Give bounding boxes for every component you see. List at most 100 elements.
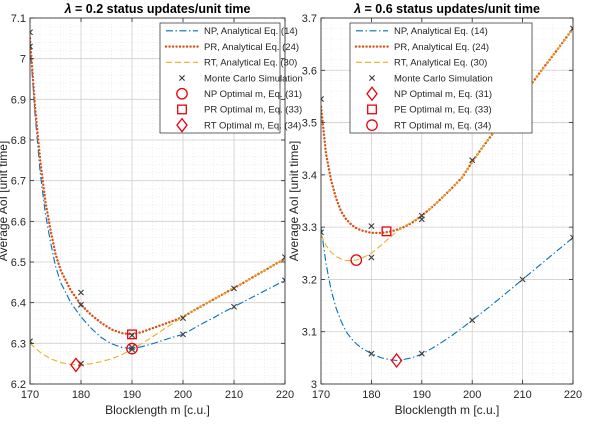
y-tick-label: 6.5 [11,257,26,269]
y-axis-label: Average AoI [unit time] [287,141,301,262]
data-point-monte-carlo-simulation [231,303,237,310]
x-tick-label: 200 [463,389,481,401]
data-point-np-optimal-m-eq-31 [126,342,138,355]
legend-label: NP, Analytical Eq. (14) [394,26,488,37]
y-tick-label: 3 [311,379,317,391]
y-tick-label: 7 [20,54,26,66]
legend-label: Monte Carlo Simulation [394,73,493,84]
data-point-monte-carlo-simulation [180,315,186,322]
title-text: = 0.6 status updates/unit time [361,2,540,16]
data-point-monte-carlo-simulation [469,157,476,164]
data-point-monte-carlo-simulation [78,289,84,296]
legend-label: PR Optimal m, Eq. (33) [204,105,302,116]
x-tick-label: 200 [174,389,192,401]
data-point-monte-carlo-simulation [570,234,573,241]
y-tick-label: 3.5 [302,118,317,130]
x-axis-label: Blocklength m [c.u.] [395,403,500,417]
series-line-np-analytical-eq-14 [30,42,285,350]
series-group [30,29,285,373]
y-tick-label: 6.8 [11,135,26,147]
x-tick-label: 180 [362,389,380,401]
legend-swatch-monte-carlo-simulation [179,75,185,81]
y-axis-label: Average AoI [unit time] [0,141,10,262]
legend-swatch-np-optimal-m-eq-31 [176,87,188,100]
x-tick-label: 190 [413,389,431,401]
data-point-monte-carlo-simulation [129,332,135,339]
chart-title: λ = 0.2 status updates/unit time [64,2,251,16]
x-axis-label: Blocklength m [c.u.] [105,403,210,417]
series-line-rt-analytical-eq-30 [30,258,285,366]
data-point-pe-optimal-m-eq-33 [381,226,392,237]
legend-label: RT, Analytical Eq. (30) [394,58,487,69]
legend-label: NP Optimal m, Eq. (31) [394,89,492,100]
y-tick-label: 6.3 [11,338,26,350]
legend-swatch-pr-optimal-m-eq-33 [177,104,187,115]
legend-box [159,22,281,134]
legend-swatch-monte-carlo-simulation [369,75,375,81]
data-point-monte-carlo-simulation [180,331,186,338]
series-line-rt-analytical-eq-30 [321,28,573,262]
y-tick-label: 3.6 [302,65,317,77]
left-chart-panel: 170 180 190 200 210 220 6.2 6.3 6.4 6.5 6.6 6.7 6.8 6… [0,2,303,417]
x-tick-label: 180 [72,389,90,401]
legend-swatch-np-optimal-m-eq-31 [366,86,378,102]
y-tick-label: 6.9 [11,94,26,106]
x-tick-label: 210 [513,389,531,401]
y-tick-label: 7.1 [11,13,26,25]
data-point-monte-carlo-simulation [30,29,33,36]
y-tick-label: 6.4 [11,298,26,310]
y-tick-label: 3.7 [302,13,317,25]
axes-box [29,17,286,385]
legend-box [349,22,533,134]
axes-box [320,17,574,385]
legend: NP, Analytical Eq. (14) PR, Analytical Eq… [159,22,303,134]
legend-swatch-rt-optimal-m-eq-34 [366,119,378,131]
legend-label: NP Optimal m, Eq. (31) [204,89,302,100]
data-point-monte-carlo-simulation [282,277,285,284]
data-point-rt-optimal-m-eq-34 [350,254,363,266]
data-point-monte-carlo-simulation [321,96,324,103]
y-tick-label: 3.1 [302,327,317,339]
legend-label: Monte Carlo Simulation [204,73,303,84]
legend-label: RT, Analytical Eq. (30) [204,58,297,69]
data-point-monte-carlo-simulation [418,216,425,223]
data-point-rt-optimal-m-eq-34 [70,357,82,373]
data-point-monte-carlo-simulation [570,25,573,32]
data-point-monte-carlo-simulation [321,229,324,236]
legend-label: NP, Analytical Eq. (14) [204,26,298,37]
x-tick-label: 210 [225,389,243,401]
data-point-monte-carlo-simulation [368,254,375,261]
legend: NP, Analytical Eq. (14) PR, Analytical Eq… [349,22,533,134]
data-point-monte-carlo-simulation [469,317,476,324]
y-tick-label: 3.3 [302,222,317,234]
data-point-monte-carlo-simulation [282,254,285,261]
x-tick-label: 190 [123,389,141,401]
data-point-np-optimal-m-eq-31 [390,352,403,369]
legend-label: RT Optimal m, Eq. (34) [204,120,301,131]
legend-swatch-pe-optimal-m-eq-33 [367,104,377,115]
data-point-monte-carlo-simulation [30,43,33,50]
title-text: = 0.2 status updates/unit time [72,2,251,16]
legend-label: RT Optimal m, Eq. (34) [394,120,491,131]
data-point-monte-carlo-simulation [231,285,237,292]
data-point-monte-carlo-simulation [519,276,526,283]
legend-label: PR, Analytical Eq. (24) [394,42,489,53]
legend-label: PR, Analytical Eq. (24) [204,42,299,53]
data-point-pr-optimal-m-eq-33 [127,329,137,340]
data-point-monte-carlo-simulation [78,301,84,308]
y-tick-label: 3.2 [302,274,317,286]
legend-label: PE Optimal m, Eq. (33) [394,105,492,116]
data-point-monte-carlo-simulation [368,223,375,230]
data-point-monte-carlo-simulation [129,346,135,353]
data-point-monte-carlo-simulation [368,350,375,357]
y-tick-label: 6.7 [11,176,26,188]
title-symbol: λ [353,2,361,16]
y-tick-label: 6.2 [11,379,26,391]
x-tick-label: 170 [312,389,330,401]
data-point-monte-carlo-simulation [129,344,135,351]
right-chart-panel: 170 180 190 200 210 220 3 3.1 3.2 3.3 3.4 3.5 3.6 3.7… [287,2,582,417]
x-tick-label: 170 [21,389,39,401]
data-point-monte-carlo-simulation [418,350,425,357]
series-line-pr-analytical-eq-24 [30,37,285,336]
